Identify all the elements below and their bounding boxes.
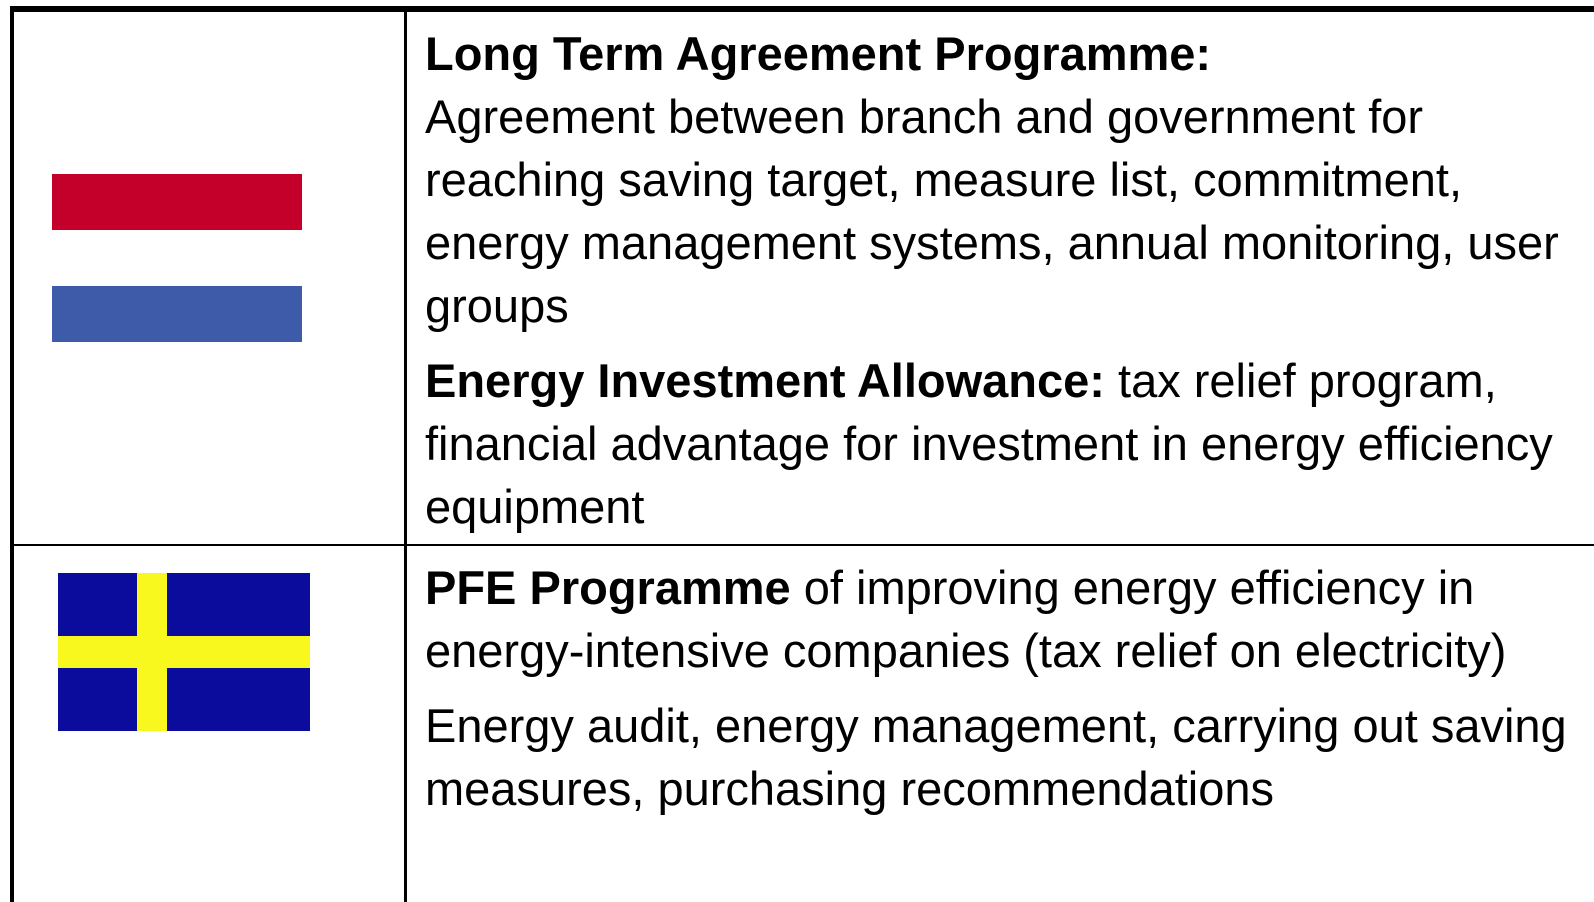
flag-stripe: [52, 286, 302, 342]
paragraph: Energy audit, energy management, carryin…: [425, 694, 1585, 820]
flag-netherlands: [52, 174, 302, 342]
paragraph-heading: Long Term Agreement Programme:: [425, 27, 1212, 80]
row-text: PFE Programme of improving energy effici…: [425, 556, 1585, 832]
paragraph: Energy Investment Allowance: tax relief …: [425, 349, 1585, 538]
table-left-border: [10, 6, 14, 902]
row-divider: [14, 544, 1594, 546]
flag-stripe: [52, 230, 302, 286]
paragraph-text: of improving energy efficiency in energy…: [425, 561, 1507, 677]
paragraph: PFE Programme of improving energy effici…: [425, 556, 1585, 682]
paragraph-text: tax relief program, financial advantage …: [425, 354, 1553, 533]
paragraph-heading: Energy Investment Allowance:: [425, 354, 1105, 407]
flag-stripe: [52, 174, 302, 230]
paragraph: Long Term Agreement Programme: Agreement …: [425, 22, 1585, 337]
row-text: Long Term Agreement Programme: Agreement …: [425, 22, 1585, 550]
column-divider: [404, 12, 407, 902]
paragraph-heading: PFE Programme: [425, 561, 791, 614]
table-top-border: [10, 6, 1594, 12]
flag-sweden: [58, 573, 310, 731]
flag-cross: [58, 636, 310, 668]
paragraph-text: Agreement between branch and government …: [425, 90, 1559, 332]
paragraph-text: Energy audit, energy management, carryin…: [425, 699, 1567, 815]
